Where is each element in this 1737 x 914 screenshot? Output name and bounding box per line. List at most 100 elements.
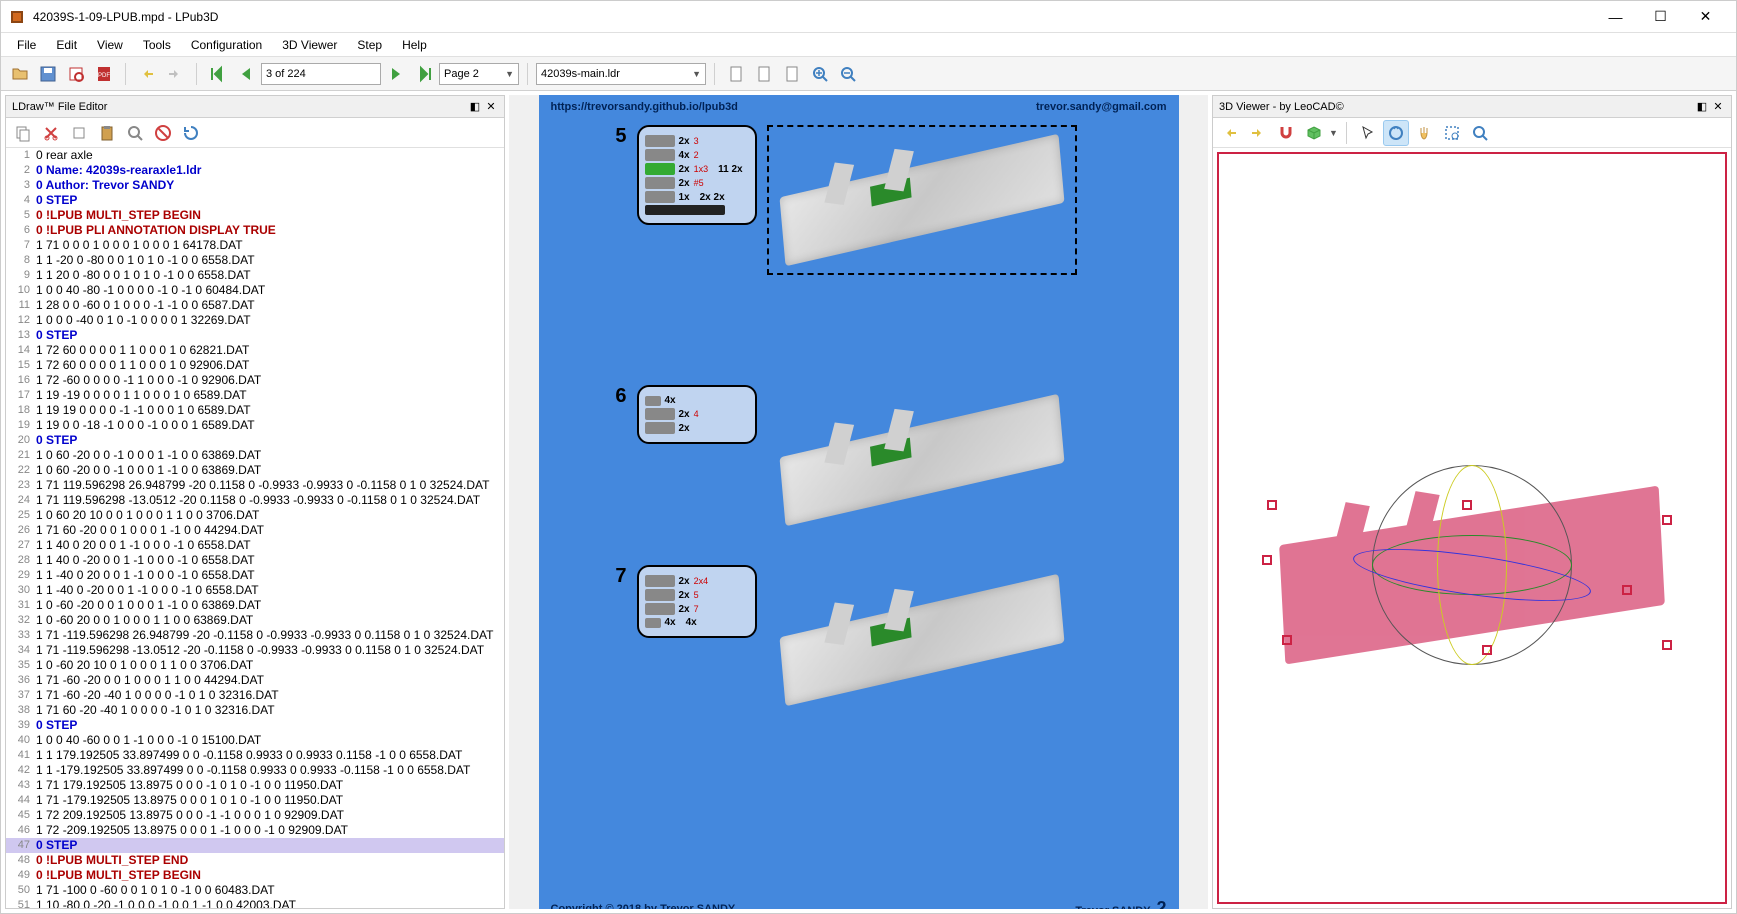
file-combo[interactable]: 42039s-main.ldr▼ xyxy=(536,63,706,85)
page-preview[interactable]: https://trevorsandy.github.io/lpub3d tre… xyxy=(539,95,1179,909)
viewer-canvas[interactable] xyxy=(1217,152,1727,904)
menu-configuration[interactable]: Configuration xyxy=(181,35,272,55)
code-line[interactable]: 411 1 179.192505 33.897499 0 0 -0.1158 0… xyxy=(6,748,504,763)
step-row[interactable]: 72x2x42x52x74x4x xyxy=(609,565,1077,715)
code-line[interactable]: 390 STEP xyxy=(6,718,504,733)
code-line[interactable]: 321 0 -60 20 0 0 1 0 0 0 1 1 0 0 63869.D… xyxy=(6,613,504,628)
code-line[interactable]: 81 1 -20 0 -80 0 0 1 0 1 0 -1 0 0 6558.D… xyxy=(6,253,504,268)
viewer-undo-button[interactable] xyxy=(1217,120,1243,146)
code-line[interactable]: 341 71 -119.596298 -13.0512 -20 -0.1158 … xyxy=(6,643,504,658)
step-row[interactable]: 52x34x22x1x311 2x2x#51x2x 2x xyxy=(609,125,1077,275)
editor-paste-button[interactable] xyxy=(94,120,120,146)
pli-box[interactable]: 4x2x42x xyxy=(637,385,757,444)
viewer-block-button[interactable] xyxy=(1301,120,1327,146)
code-line[interactable]: 111 28 0 0 -60 0 1 0 0 0 -1 -1 0 0 6587.… xyxy=(6,298,504,313)
viewer-snap-button[interactable] xyxy=(1273,120,1299,146)
editor-panel-float-button[interactable]: ◧ xyxy=(468,100,482,114)
code-line[interactable]: 470 STEP xyxy=(6,838,504,853)
code-line[interactable]: 91 1 20 0 -80 0 0 1 0 1 0 -1 0 0 6558.DA… xyxy=(6,268,504,283)
menu-edit[interactable]: Edit xyxy=(46,35,87,55)
zoom-in-button[interactable] xyxy=(807,61,833,87)
viewer-redo-button[interactable] xyxy=(1245,120,1271,146)
code-line[interactable]: 511 10 -80 0 -20 -1 0 0 0 -1 0 0 1 -1 0 … xyxy=(6,898,504,908)
code-line[interactable]: 10 rear axle xyxy=(6,148,504,163)
zoom-out-button[interactable] xyxy=(835,61,861,87)
code-line[interactable]: 40 STEP xyxy=(6,193,504,208)
viewer-panel-close-button[interactable]: ✕ xyxy=(1711,100,1725,114)
menu-view[interactable]: View xyxy=(87,35,133,55)
menu-3d-viewer[interactable]: 3D Viewer xyxy=(272,35,347,55)
code-line[interactable]: 331 71 -119.596298 26.948799 -20 -0.1158… xyxy=(6,628,504,643)
editor-refresh-button[interactable] xyxy=(178,120,204,146)
editor-delete-button[interactable] xyxy=(150,120,176,146)
code-line[interactable]: 231 71 119.596298 26.948799 -20 0.1158 0… xyxy=(6,478,504,493)
code-line[interactable]: 301 1 -40 0 -20 0 0 1 -1 0 0 0 -1 0 6558… xyxy=(6,583,504,598)
code-line[interactable]: 381 71 60 -20 -40 1 0 0 0 0 -1 0 1 0 323… xyxy=(6,703,504,718)
menu-help[interactable]: Help xyxy=(392,35,437,55)
assembly-image[interactable] xyxy=(767,125,1077,275)
code-line[interactable]: 291 1 -40 0 20 0 0 1 -1 0 0 0 -1 0 6558.… xyxy=(6,568,504,583)
code-line[interactable]: 221 0 60 -20 0 0 -1 0 0 0 1 -1 0 0 63869… xyxy=(6,463,504,478)
code-line[interactable]: 451 72 209.192505 13.8975 0 0 0 -1 -1 0 … xyxy=(6,808,504,823)
viewer-panel-float-button[interactable]: ◧ xyxy=(1695,100,1709,114)
menu-file[interactable]: File xyxy=(7,35,46,55)
code-line[interactable]: 501 71 -100 0 -60 0 0 1 0 1 0 -1 0 0 604… xyxy=(6,883,504,898)
close-button[interactable]: ✕ xyxy=(1683,2,1728,32)
code-line[interactable]: 121 0 0 0 -40 0 1 0 -1 0 0 0 0 1 32269.D… xyxy=(6,313,504,328)
code-line[interactable]: 191 19 0 0 -18 -1 0 0 0 -1 0 0 0 1 6589.… xyxy=(6,418,504,433)
next-page-button[interactable] xyxy=(383,61,409,87)
code-line[interactable]: 351 0 -60 20 10 0 1 0 0 0 1 1 0 0 3706.D… xyxy=(6,658,504,673)
code-line[interactable]: 461 72 -209.192505 13.8975 0 0 0 1 -1 0 … xyxy=(6,823,504,838)
last-page-button[interactable] xyxy=(411,61,437,87)
code-line[interactable]: 261 71 60 -20 0 0 1 0 0 0 1 -1 0 0 44294… xyxy=(6,523,504,538)
open-button[interactable] xyxy=(7,61,33,87)
prev-page-button[interactable] xyxy=(233,61,259,87)
code-line[interactable]: 161 72 -60 0 0 0 0 -1 1 0 0 0 -1 0 92906… xyxy=(6,373,504,388)
pli-box[interactable]: 2x34x22x1x311 2x2x#51x2x 2x xyxy=(637,125,757,225)
code-line[interactable]: 490 !LPUB MULTI_STEP BEGIN xyxy=(6,868,504,883)
viewer-rotate-button[interactable] xyxy=(1383,120,1409,146)
code-line[interactable]: 200 STEP xyxy=(6,433,504,448)
save-button[interactable] xyxy=(35,61,61,87)
code-line[interactable]: 130 STEP xyxy=(6,328,504,343)
editor-panel-close-button[interactable]: ✕ xyxy=(484,100,498,114)
minimize-button[interactable]: — xyxy=(1593,2,1638,32)
code-line[interactable]: 251 0 60 20 10 0 0 1 0 0 0 1 1 0 0 3706.… xyxy=(6,508,504,523)
code-line[interactable]: 171 19 -19 0 0 0 0 1 1 0 0 0 1 0 6589.DA… xyxy=(6,388,504,403)
code-line[interactable]: 101 0 0 40 -80 -1 0 0 0 0 -1 0 -1 0 6048… xyxy=(6,283,504,298)
code-line[interactable]: 480 !LPUB MULTI_STEP END xyxy=(6,853,504,868)
page-of-input[interactable] xyxy=(261,63,381,85)
code-line[interactable]: 361 71 -60 -20 0 0 1 0 0 0 1 1 0 0 44294… xyxy=(6,673,504,688)
code-editor[interactable]: 10 rear axle20 Name: 42039s-rearaxle1.ld… xyxy=(6,148,504,908)
code-line[interactable]: 371 71 -60 -20 -40 1 0 0 0 0 -1 0 1 0 32… xyxy=(6,688,504,703)
editor-cut-button[interactable] xyxy=(38,120,64,146)
redo-button[interactable] xyxy=(162,61,188,87)
viewer-zoom-button[interactable] xyxy=(1467,120,1493,146)
first-page-button[interactable] xyxy=(205,61,231,87)
editor-find-button[interactable] xyxy=(122,120,148,146)
code-line[interactable]: 20 Name: 42039s-rearaxle1.ldr xyxy=(6,163,504,178)
page-combo[interactable]: Page 2▼ xyxy=(439,63,519,85)
assembly-image[interactable] xyxy=(767,385,1077,535)
code-line[interactable]: 271 1 40 0 20 0 0 1 -1 0 0 0 -1 0 6558.D… xyxy=(6,538,504,553)
code-line[interactable]: 441 71 -179.192505 13.8975 0 0 0 1 0 1 0… xyxy=(6,793,504,808)
assembly-image[interactable] xyxy=(767,565,1077,715)
viewer-pan-button[interactable] xyxy=(1411,120,1437,146)
code-line[interactable]: 71 71 0 0 0 1 0 0 0 1 0 0 0 1 64178.DAT xyxy=(6,238,504,253)
maximize-button[interactable]: ☐ xyxy=(1638,2,1683,32)
pli-box[interactable]: 2x2x42x52x74x4x xyxy=(637,565,757,638)
code-line[interactable]: 401 0 0 40 -60 0 0 1 -1 0 0 0 -1 0 15100… xyxy=(6,733,504,748)
editor-copy2-button[interactable] xyxy=(66,120,92,146)
code-line[interactable]: 50 !LPUB MULTI_STEP BEGIN xyxy=(6,208,504,223)
menu-tools[interactable]: Tools xyxy=(133,35,181,55)
code-line[interactable]: 181 19 19 0 0 0 0 -1 -1 0 0 0 1 0 6589.D… xyxy=(6,403,504,418)
code-line[interactable]: 30 Author: Trevor SANDY xyxy=(6,178,504,193)
editor-copy-button[interactable] xyxy=(10,120,36,146)
code-line[interactable]: 281 1 40 0 -20 0 0 1 -1 0 0 0 -1 0 6558.… xyxy=(6,553,504,568)
step-row[interactable]: 64x2x42x xyxy=(609,385,1077,535)
code-line[interactable]: 211 0 60 -20 0 0 -1 0 0 0 1 -1 0 0 63869… xyxy=(6,448,504,463)
doc1-button[interactable] xyxy=(723,61,749,87)
code-line[interactable]: 60 !LPUB PLI ANNOTATION DISPLAY TRUE xyxy=(6,223,504,238)
pdf-button[interactable]: PDF xyxy=(91,61,117,87)
code-line[interactable]: 421 1 -179.192505 33.897499 0 0 -0.1158 … xyxy=(6,763,504,778)
